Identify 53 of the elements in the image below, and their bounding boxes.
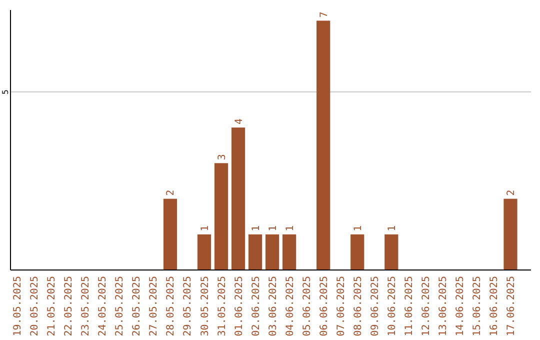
x-tick-label: 16.06.2025: [488, 276, 500, 336]
x-tick-label: 19.05.2025: [12, 276, 24, 336]
x-tick-label: 22.05.2025: [64, 276, 75, 336]
data-label: 1: [250, 225, 262, 232]
bar: [350, 234, 364, 270]
bar: [282, 234, 296, 270]
x-tick-label: 11.06.2025: [404, 276, 415, 336]
bar: [163, 198, 178, 270]
x-tick-label: 29.05.2025: [182, 276, 194, 336]
x-tick-label: 21.05.2025: [46, 276, 58, 336]
x-tick-label: 02.06.2025: [250, 276, 262, 336]
x-tick-label: 31.05.2025: [216, 276, 228, 336]
data-label: 3: [216, 154, 228, 160]
bar: [231, 128, 246, 270]
x-tick-label: 09.06.2025: [370, 276, 381, 336]
y-tick-label: 5: [0, 89, 10, 94]
x-tick-label: 20.05.2025: [30, 276, 41, 336]
x-tick-label: 01.06.2025: [234, 276, 245, 336]
data-label: 4: [234, 118, 245, 125]
x-tick-label: 17.06.2025: [506, 276, 517, 336]
data-label: 2: [166, 190, 177, 196]
x-tick-label: 30.05.2025: [200, 276, 211, 336]
bar: [214, 163, 228, 270]
data-label: 1: [284, 225, 296, 232]
x-tick-label: 14.06.2025: [454, 276, 466, 336]
x-tick-label: 23.05.2025: [80, 276, 92, 336]
x-tick-label: 13.06.2025: [438, 276, 449, 336]
bar: [266, 234, 280, 270]
data-label: 1: [386, 225, 398, 232]
x-tick-label: 10.06.2025: [386, 276, 398, 336]
bar: [504, 198, 518, 270]
data-label: 1: [268, 225, 279, 232]
x-tick-label: 08.06.2025: [352, 276, 364, 336]
x-tick-label: 04.06.2025: [284, 276, 296, 336]
x-tick-label: 07.06.2025: [336, 276, 347, 336]
x-tick-label: 27.05.2025: [148, 276, 160, 336]
bar: [197, 234, 212, 270]
x-tick-label: 12.06.2025: [420, 276, 432, 336]
data-label: 2: [506, 190, 517, 196]
x-tick-label: 28.05.2025: [166, 276, 177, 336]
x-tick-label: 05.06.2025: [302, 276, 313, 336]
bar: [316, 20, 330, 270]
x-tick-label: 25.05.2025: [114, 276, 126, 336]
x-tick-label: 03.06.2025: [268, 276, 279, 336]
bar: [248, 234, 262, 270]
x-tick-label: 15.06.2025: [472, 276, 483, 336]
data-label: 1: [200, 225, 211, 232]
x-tick-label: 24.05.2025: [98, 276, 109, 336]
x-tick-label: 06.06.2025: [318, 276, 330, 336]
x-tick-label: 26.05.2025: [132, 276, 143, 336]
data-label: 1: [352, 225, 364, 232]
data-label: 7: [318, 12, 330, 18]
bar: [384, 234, 398, 270]
